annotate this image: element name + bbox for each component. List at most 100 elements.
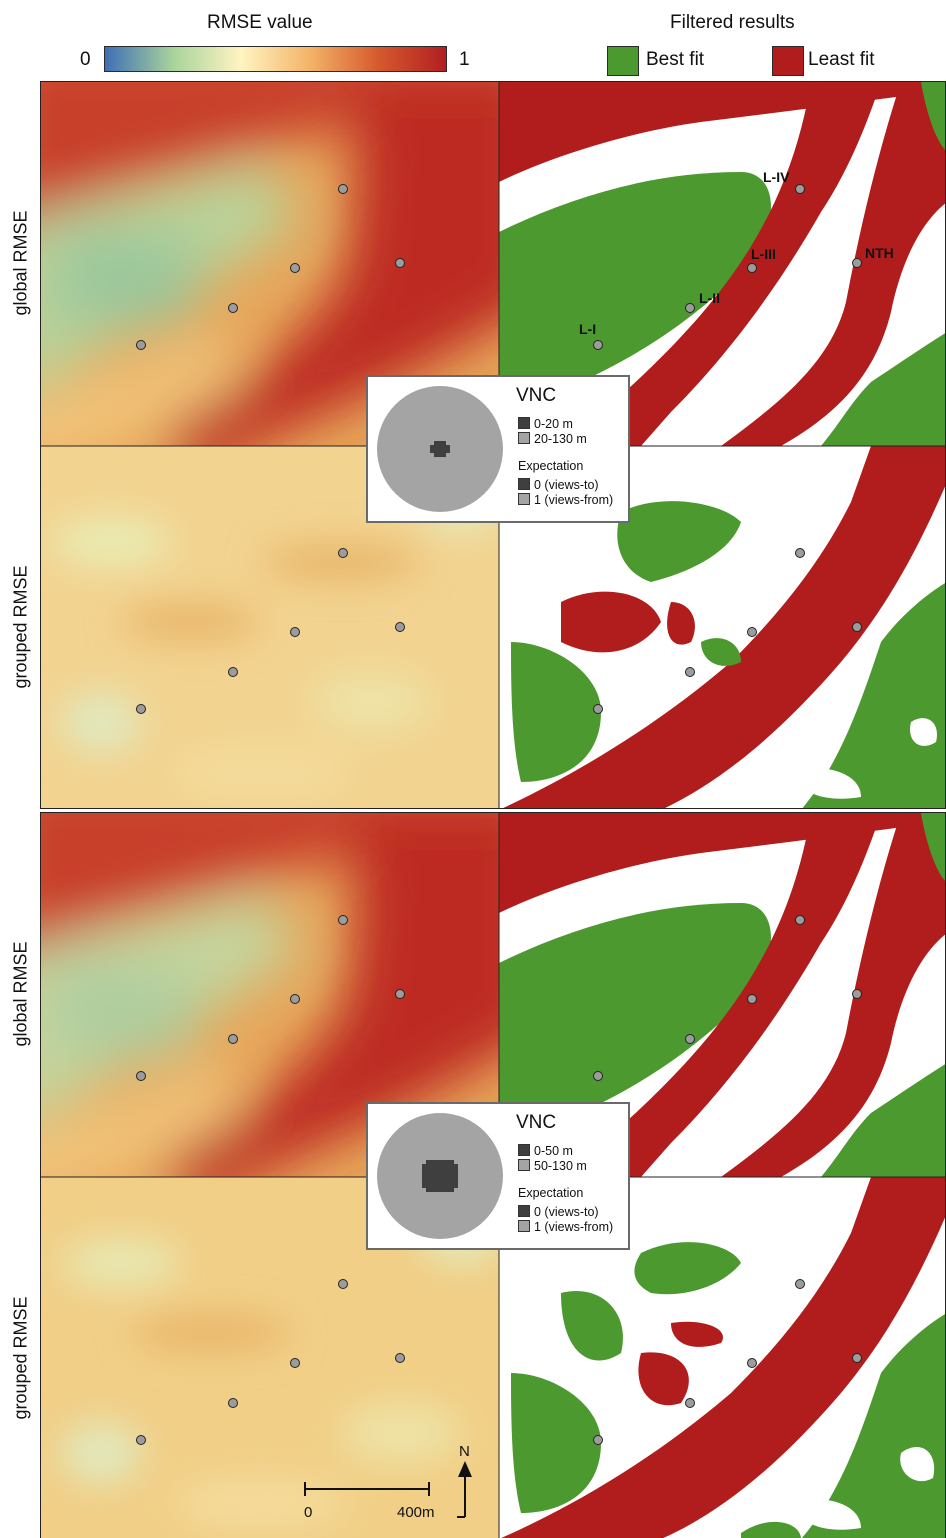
site-point-l-iii: [290, 994, 300, 1004]
site-point-l-iv: [795, 1279, 805, 1289]
vnc-expectation-views-from-1: 1 (views-from): [518, 493, 613, 507]
vnc-item-inner-1: 0-20 m: [518, 417, 573, 431]
filtered-grouped-map-1: [499, 446, 945, 808]
site-point-nth: [852, 622, 862, 632]
site-point-l-i: [593, 340, 603, 350]
site-point-nth: [395, 1353, 405, 1363]
row-label-grouped-2: grouped RMSE: [10, 1296, 31, 1420]
site-point-l-iii: [747, 627, 757, 637]
site-point-l-iii: [747, 263, 757, 273]
site-point-l-iii: [747, 994, 757, 1004]
site-point-l-iv: [338, 915, 348, 925]
least-fit-swatch: [772, 46, 804, 76]
vnc-expectation-views-from-label-2: 1 (views-from): [534, 1220, 614, 1234]
vnc-expectation-views-to-label-1: 0 (views-to): [534, 478, 599, 492]
global-rmse-map-1: [41, 82, 499, 446]
views-to-swatch-icon: [518, 478, 530, 490]
site-point-l-i: [593, 704, 603, 714]
site-point-l-iv: [795, 184, 805, 194]
filtered-grouped-map-2: [499, 1177, 945, 1538]
site-point-l-ii: [228, 303, 238, 313]
site-label-l-i: L-I: [579, 321, 596, 337]
map-block-upper-svg: L-I L-II L-III L-IV NTH: [41, 82, 945, 808]
row-label-global-1: global RMSE: [10, 210, 31, 316]
vnc-inner-swatch-icon: [518, 1144, 530, 1156]
vnc-item-inner-label-1: 0-20 m: [534, 417, 573, 431]
vnc-inner-swatch-icon: [518, 417, 530, 429]
site-point-l-ii: [685, 1398, 695, 1408]
vnc-item-outer-label-2: 50-130 m: [534, 1159, 587, 1173]
site-point-nth: [852, 258, 862, 268]
site-point-l-iv: [795, 548, 805, 558]
vnc-item-inner-label-2: 0-50 m: [534, 1144, 573, 1158]
least-fit-label: Least fit: [808, 49, 875, 70]
north-label: N: [459, 1443, 470, 1460]
vnc-diagram-2: [377, 1113, 503, 1239]
site-point-nth: [852, 989, 862, 999]
scale-bar-start-label: 0: [304, 1504, 312, 1521]
site-label-l-ii: L-II: [699, 290, 720, 306]
site-point-l-iv: [338, 184, 348, 194]
rmse-colorbar: [104, 46, 447, 72]
site-label-l-iv: L-IV: [763, 169, 790, 185]
filtered-legend-title: Filtered results: [670, 12, 795, 33]
site-point-l-i: [593, 1435, 603, 1445]
vnc-expectation-title-1: Expectation: [518, 459, 584, 473]
best-fit-swatch: [607, 46, 639, 76]
scale-bar: [304, 1482, 430, 1496]
vnc-item-outer-2: 50-130 m: [518, 1159, 587, 1173]
scale-bar-end-label: 400m: [397, 1504, 435, 1521]
vnc-expectation-views-to-label-2: 0 (views-to): [534, 1205, 599, 1219]
vnc-title-2: VNC: [516, 1112, 557, 1133]
vnc-expectation-views-to-1: 0 (views-to): [518, 478, 599, 492]
vnc-expectation-views-from-label-1: 1 (views-from): [534, 493, 614, 507]
site-point-l-i: [136, 340, 146, 350]
site-point-l-iv: [795, 915, 805, 925]
site-point-l-ii: [228, 1398, 238, 1408]
site-points-upper: [136, 184, 862, 714]
colorbar-min-label: 0: [80, 49, 91, 70]
site-point-l-ii: [228, 1034, 238, 1044]
site-points-lower: [136, 915, 862, 1445]
site-point-l-i: [136, 1071, 146, 1081]
map-block-lower: 0 400m N: [40, 812, 946, 1538]
vnc-expectation-views-to-2: 0 (views-to): [518, 1205, 599, 1219]
vnc-outer-swatch-icon: [518, 432, 530, 444]
vnc-outer-swatch-icon: [518, 1159, 530, 1171]
views-to-swatch-icon: [518, 1205, 530, 1217]
map-block-lower-svg: 0 400m N: [41, 813, 945, 1538]
best-fit-label: Best fit: [646, 49, 705, 70]
site-point-l-iv: [338, 1279, 348, 1289]
row-label-grouped-1: grouped RMSE: [10, 565, 31, 689]
vnc-item-outer-label-1: 20-130 m: [534, 432, 587, 446]
site-point-l-iii: [290, 1358, 300, 1368]
site-point-l-ii: [685, 303, 695, 313]
site-point-l-iii: [290, 263, 300, 273]
vnc-diagram-1: [377, 386, 503, 512]
site-point-l-i: [136, 704, 146, 714]
vnc-item-inner-2: 0-50 m: [518, 1144, 573, 1158]
site-point-l-i: [593, 1071, 603, 1081]
site-point-nth: [395, 258, 405, 268]
site-label-nth: NTH: [865, 245, 894, 261]
row-label-global-2: global RMSE: [10, 941, 31, 1047]
site-point-l-i: [136, 1435, 146, 1445]
site-point-l-ii: [228, 667, 238, 677]
site-point-l-ii: [685, 667, 695, 677]
site-point-l-ii: [685, 1034, 695, 1044]
views-from-swatch-icon: [518, 1220, 530, 1232]
site-point-nth: [852, 1353, 862, 1363]
vnc-legend-1: VNC 0-20 m 20-130 m Expectation 0 (views…: [366, 375, 630, 523]
views-from-swatch-icon: [518, 493, 530, 505]
site-point-l-iii: [747, 1358, 757, 1368]
filtered-global-map-2: [499, 813, 945, 1177]
site-point-nth: [395, 622, 405, 632]
colorbar-max-label: 1: [459, 49, 470, 70]
map-block-upper: L-I L-II L-III L-IV NTH: [40, 81, 946, 809]
vnc-expectation-title-2: Expectation: [518, 1186, 584, 1200]
site-point-nth: [395, 989, 405, 999]
vnc-title-1: VNC: [516, 385, 557, 406]
north-arrow-icon: [457, 1461, 472, 1518]
vnc-legend-2: VNC 0-50 m 50-130 m Expectation 0 (views…: [366, 1102, 630, 1250]
site-label-l-iii: L-III: [751, 246, 776, 262]
